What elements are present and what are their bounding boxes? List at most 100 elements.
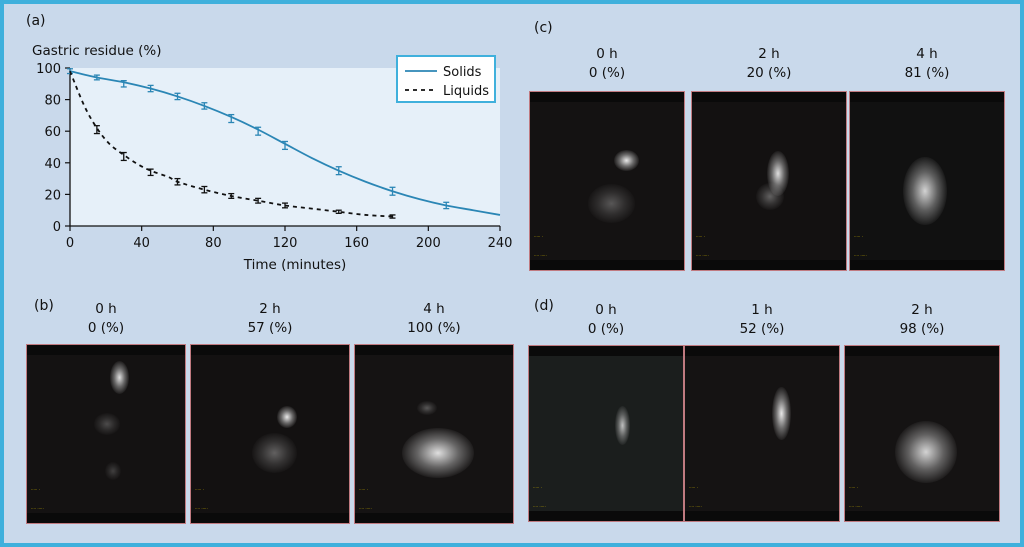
image-overlay-text: ····· · (31, 487, 40, 492)
solids-data-point (255, 126, 262, 136)
image-header: 4 h 81 (%) (852, 45, 1002, 83)
tracer-activity (105, 462, 122, 480)
image-top-bar (845, 346, 999, 356)
panel-label: (d) (534, 298, 554, 314)
image-bottom-bar (530, 260, 684, 270)
image-overlay-text: ···· ····· (195, 506, 208, 511)
percent-label: 20 (%) (746, 65, 792, 81)
image-top-bar (27, 345, 185, 355)
tracer-activity (251, 433, 297, 473)
image-header: 1 h 52 (%) (687, 301, 837, 339)
solids-data-point (201, 102, 208, 110)
image-overlay-text: ····· · (854, 234, 863, 239)
solids-data-point (93, 74, 100, 81)
scintigraphy-image: ····· · ···· ····· (849, 91, 1005, 271)
panel-label: (c) (534, 20, 553, 36)
time-label: 0 h (95, 301, 117, 317)
image-top-bar (191, 345, 349, 355)
image-bottom-bar (529, 511, 683, 521)
y-axis-label: Gastric residue (%) (32, 43, 162, 59)
legend-label-liquids: Liquids (443, 84, 489, 99)
scintigraphy-image: ····· · ···· ····· (684, 345, 840, 522)
x-tick-label: 120 (273, 236, 298, 251)
image-top-bar (685, 346, 839, 356)
legend-box (396, 55, 496, 103)
tracer-activity (587, 183, 635, 224)
solids-data-point (174, 92, 181, 101)
image-header: 0 h 0 (%) (531, 301, 681, 339)
time-label: 0 h (595, 302, 617, 318)
liquids-data-point (282, 202, 288, 209)
image-header: 0 h 0 (%) (532, 45, 682, 83)
image-header: 0 h 0 (%) (31, 300, 181, 338)
image-top-bar (355, 345, 513, 355)
x-tick-label: 40 (133, 236, 150, 251)
scintigraphy-image: ····· · ···· ····· (528, 345, 684, 522)
time-label: 4 h (423, 301, 445, 317)
tracer-activity (417, 400, 437, 416)
y-tick-label: 100 (36, 62, 61, 77)
scintigraphy-image: ····· · ···· ····· (529, 91, 685, 271)
time-label: 0 h (596, 46, 618, 62)
tracer-activity (614, 149, 640, 172)
liquids-data-point (335, 209, 342, 215)
tracer-activity (766, 150, 789, 196)
panel-label-a: (a) (26, 13, 46, 29)
solids-data-point (389, 186, 396, 196)
gastric-residue-chart: 0 20 40 60 80 100 0 40 80 120 160 200 240 Time (minut… (36, 55, 512, 273)
scintigraphy-image: ····· · ···· ····· (26, 344, 186, 524)
time-label: 4 h (916, 46, 938, 62)
liquids-data-point (93, 125, 100, 135)
y-tick-label: 60 (44, 125, 61, 140)
liquids-data-point (228, 192, 235, 200)
image-bottom-bar (355, 513, 513, 523)
y-tick-label: 80 (44, 94, 61, 109)
image-header: 2 h 57 (%) (195, 300, 345, 338)
image-top-bar (850, 92, 1004, 102)
image-top-bar (529, 346, 683, 356)
image-top-bar (692, 92, 846, 102)
percent-label: 100 (%) (407, 320, 461, 336)
solids-data-point (282, 140, 288, 151)
tracer-activity (903, 156, 947, 226)
legend-label-solids: Solids (443, 65, 482, 80)
panel-label: (b) (34, 298, 54, 314)
tracer-activity (614, 406, 631, 446)
scintigraphy-image: ····· · ···· ····· (190, 344, 350, 524)
liquids-data-point (201, 185, 208, 194)
image-overlay-text: ····· · (849, 485, 858, 490)
liquids-data-point (174, 177, 181, 186)
solids-data-point (335, 166, 342, 176)
time-label: 2 h (259, 301, 281, 317)
scintigraphy-image: ····· · ···· ····· (354, 344, 514, 524)
image-header: 4 h 100 (%) (359, 300, 509, 338)
percent-label: 52 (%) (739, 321, 785, 337)
tracer-activity (755, 182, 785, 210)
x-tick-label: 0 (66, 236, 74, 251)
image-overlay-text: ····· · (195, 487, 204, 492)
solids-data-point (147, 84, 154, 93)
x-tick-label: 80 (205, 236, 222, 251)
scintigraphy-image: ····· · ···· ····· (691, 91, 847, 271)
tracer-activity (402, 427, 475, 479)
image-header: 2 h 20 (%) (694, 45, 844, 83)
image-overlay-text: ···· ····· (31, 506, 44, 511)
image-overlay-text: ···· ····· (854, 253, 867, 258)
x-tick-label: 200 (416, 236, 441, 251)
image-bottom-bar (685, 511, 839, 521)
image-overlay-text: ···· ····· (689, 504, 702, 509)
image-overlay-text: ···· ····· (696, 253, 709, 258)
tracer-activity (772, 386, 792, 440)
image-overlay-text: ····· · (533, 485, 542, 490)
y-tick-label: 40 (44, 157, 61, 172)
solids-data-point (120, 79, 127, 88)
image-top-bar (530, 92, 684, 102)
liquids-data-point (389, 214, 396, 219)
image-overlay-text: ···· ····· (359, 506, 372, 511)
solids-data-point (443, 201, 450, 210)
percent-label: 57 (%) (247, 320, 293, 336)
y-tick-label: 20 (44, 188, 61, 203)
image-overlay-text: ····· · (534, 234, 543, 239)
y-tick-label: 0 (53, 220, 61, 235)
